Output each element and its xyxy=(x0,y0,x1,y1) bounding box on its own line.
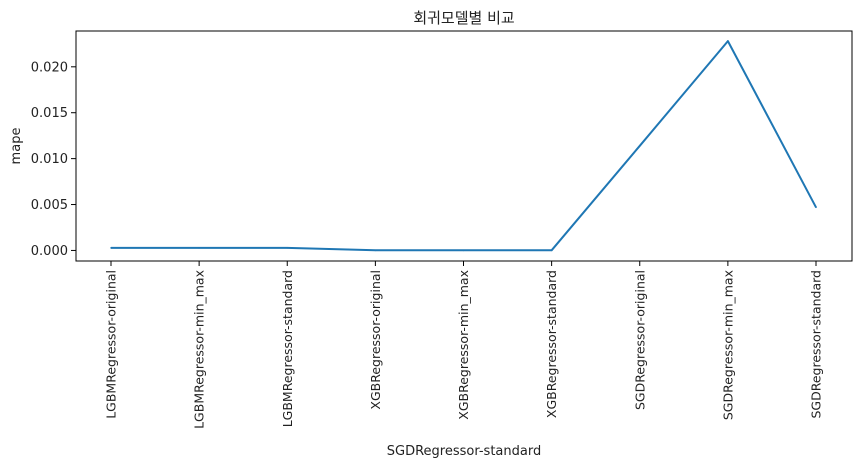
y-tick-label: 0.000 xyxy=(31,244,68,259)
data-point xyxy=(638,144,641,147)
data-point xyxy=(198,247,200,249)
plot-area xyxy=(76,31,852,261)
series-points xyxy=(110,40,817,252)
x-tick-label: XGBRegressor-original xyxy=(368,270,383,410)
data-point xyxy=(110,247,112,249)
data-point xyxy=(286,247,289,249)
x-tick-label: SGDRegressor-min_max xyxy=(720,270,735,420)
x-axis-label: SGDRegressor-standard xyxy=(387,444,541,459)
x-axis-ticks: LGBMRegressor-original LGBMRegressor-min_… xyxy=(104,261,824,429)
y-tick-label: 0.005 xyxy=(31,198,68,213)
x-tick-label: SGDRegressor-standard xyxy=(809,270,824,419)
x-tick-label: LGBMRegressor-min_max xyxy=(192,270,207,429)
y-tick-label: 0.015 xyxy=(31,106,68,121)
plot-frame xyxy=(75,30,853,262)
chart-title: 회귀모델별 비교 xyxy=(413,9,514,27)
data-point xyxy=(374,249,377,252)
x-tick-label: LGBMRegressor-standard xyxy=(280,270,295,427)
x-tick-label: XGBRegressor-standard xyxy=(544,270,559,418)
y-tick-label: 0.010 xyxy=(31,152,68,167)
x-tick-label: LGBMRegressor-original xyxy=(104,270,119,419)
x-tick-label: XGBRegressor-min_max xyxy=(456,270,471,420)
x-tick-label: SGDRegressor-original xyxy=(632,270,647,410)
data-point xyxy=(462,249,465,252)
data-point xyxy=(550,249,553,252)
data-point xyxy=(815,206,817,209)
data-point xyxy=(727,40,729,42)
y-tick-label: 0.020 xyxy=(31,60,68,75)
y-axis-ticks: 0.000 0.005 0.010 0.015 0.020 xyxy=(31,60,76,259)
y-axis-label: mape xyxy=(9,128,24,165)
